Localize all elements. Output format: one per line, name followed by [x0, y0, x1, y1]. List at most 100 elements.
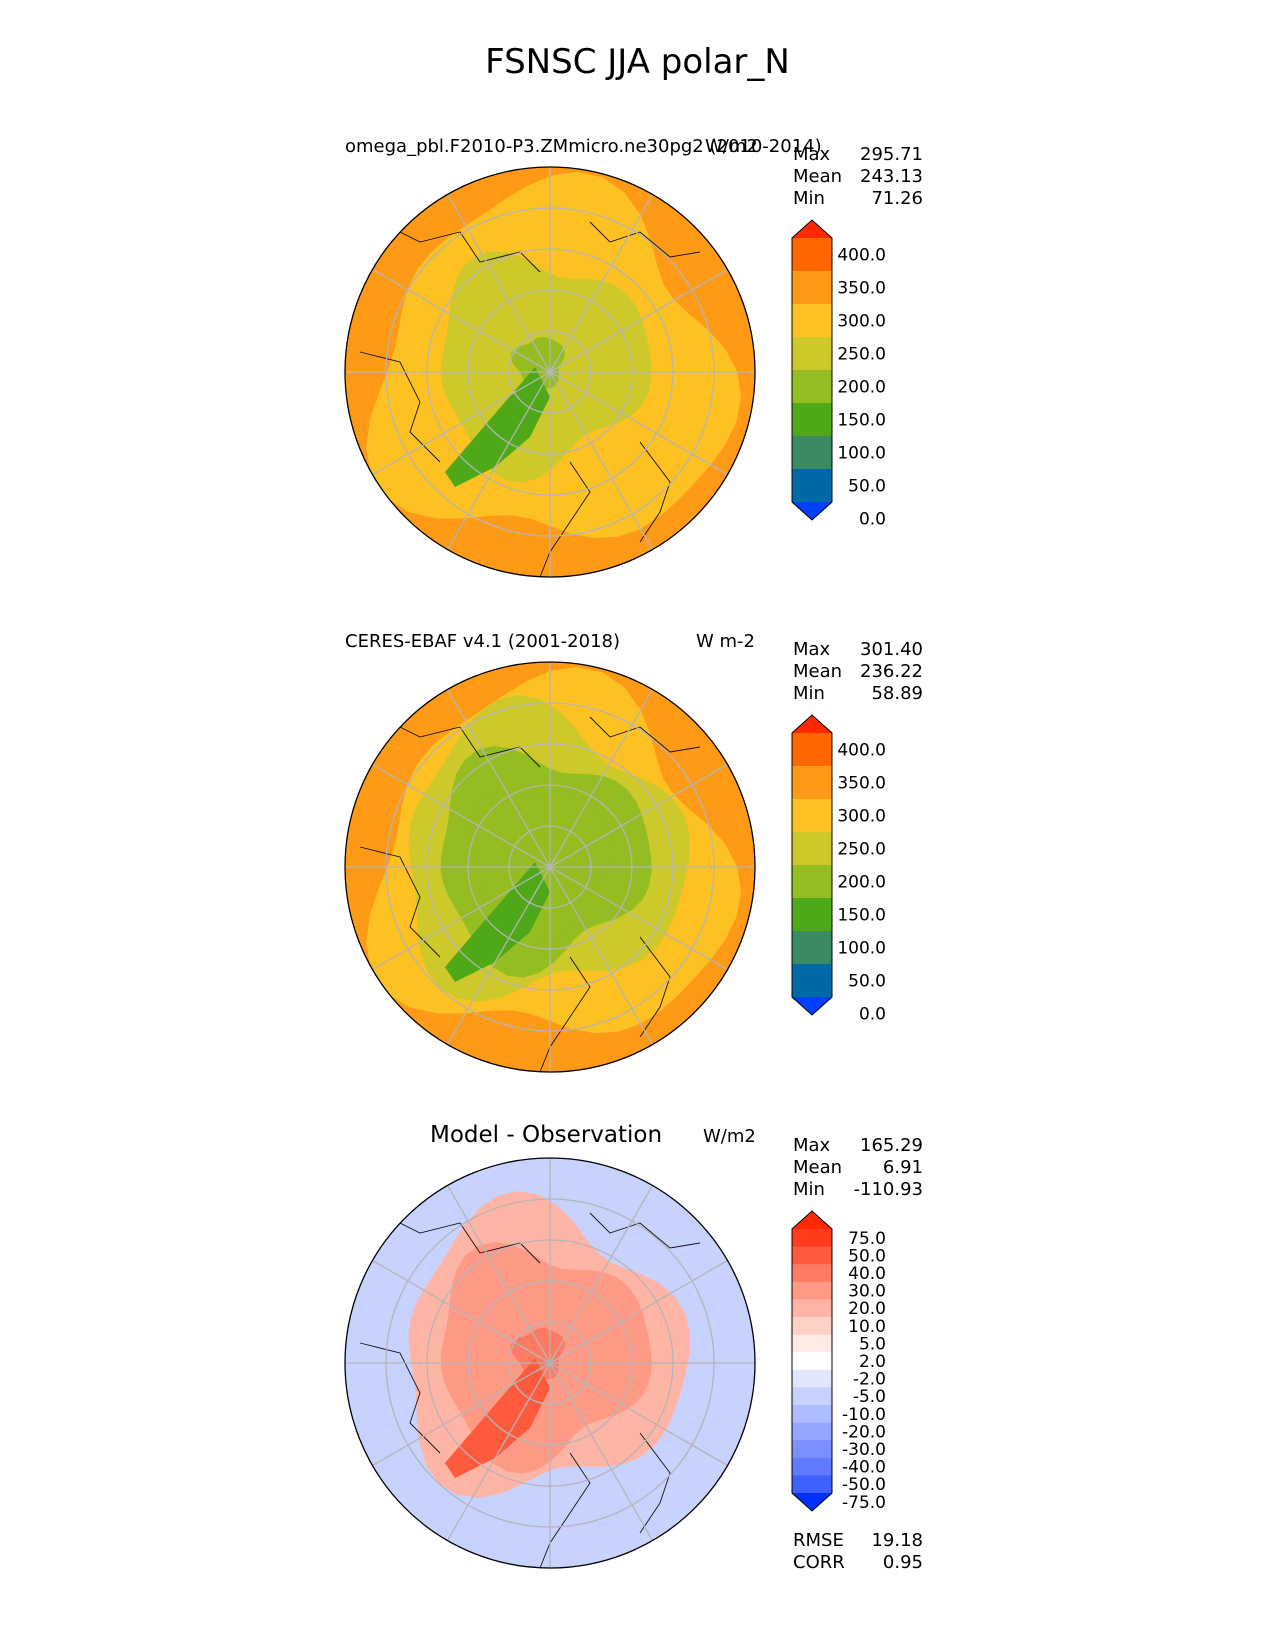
colorbar-tick-label: 100.0 [837, 939, 886, 959]
colorbar-segment [792, 1334, 832, 1353]
meridian-line [549, 1362, 728, 1467]
stat-label: Mean [793, 166, 843, 187]
meridian-line [549, 371, 728, 476]
panel-1-polar-map [344, 166, 756, 578]
meridian-line [549, 194, 654, 373]
colorbar-segment [792, 832, 832, 866]
meridian-line [549, 689, 654, 868]
metric-value: 0.95 [882, 1552, 923, 1573]
coastline [589, 716, 701, 753]
colorbar-tick-label: 40.0 [848, 1264, 886, 1284]
panel-1-stats: Max 295.71 Mean 243.13 Min 71.26 [793, 144, 923, 210]
coastline [639, 936, 671, 1038]
colorbar-tick-label: 50.0 [848, 972, 886, 992]
colorbar-tick-label: -10.0 [842, 1405, 886, 1425]
figure-title: FSNSC JJA polar_N [485, 42, 790, 82]
colorbar-outline [791, 219, 833, 521]
colorbar-tick-label: 400.0 [837, 246, 886, 266]
colorbar-tick-label: 300.0 [837, 807, 886, 827]
meridian-line [549, 1259, 728, 1364]
panel-2-polar-map [344, 661, 756, 1073]
meridian-line [446, 1362, 551, 1541]
colorbar-segment [792, 1246, 832, 1265]
coastline [539, 1452, 591, 1568]
colorbar-tick-label: -40.0 [842, 1458, 886, 1478]
meridian-line [372, 763, 551, 868]
colorbar-tick-label: 350.0 [837, 774, 886, 794]
stat-label: Min [793, 1179, 825, 1200]
stat-value: 295.71 [860, 144, 923, 165]
coastline [589, 1212, 701, 1249]
meridian-line [372, 866, 551, 971]
colorbar-tick-label: 250.0 [837, 345, 886, 365]
panel-2-stats: Max 301.40 Mean 236.22 Min 58.89 [793, 639, 923, 705]
panel-3-polar-map [344, 1157, 756, 1569]
colorbar-segment [792, 1457, 832, 1476]
panel-3-title: Model - Observation [430, 1122, 663, 1148]
coastline [539, 956, 591, 1072]
colorbar-segment [792, 931, 832, 965]
colorbar-tick-label: 0.0 [859, 510, 886, 530]
colorbar-underflow-tip [792, 997, 832, 1015]
colorbar-underflow-tip [792, 502, 832, 520]
colorbar-tick-label: 30.0 [848, 1282, 886, 1302]
colorbar-tick-label: 150.0 [837, 906, 886, 926]
meridian-line [446, 1185, 551, 1364]
colorbar-overflow-tip [792, 1211, 832, 1229]
coastline [379, 1212, 541, 1264]
colorbar-segment [792, 1352, 832, 1371]
colorbar-segment [792, 733, 832, 767]
meridian-line [372, 1259, 551, 1364]
metric-label: RMSE [793, 1530, 844, 1551]
colorbar-segment [792, 1405, 832, 1424]
stat-value: 243.13 [860, 166, 923, 187]
colorbar-tick-label: 50.0 [848, 477, 886, 497]
colorbar-tick-label: -30.0 [842, 1440, 886, 1460]
colorbar-segment [792, 799, 832, 833]
map-boundary [344, 661, 756, 1073]
colorbar-outline [791, 714, 833, 1016]
meridian-line [446, 371, 551, 550]
meridian-line [549, 371, 654, 550]
colorbar-segment [792, 964, 832, 998]
meridian-line [549, 1362, 654, 1541]
colorbar-segment [792, 370, 832, 404]
colorbar-tick-label: 20.0 [848, 1299, 886, 1319]
colorbar-segment [792, 898, 832, 932]
colorbar-segment [792, 865, 832, 899]
greenland-region [445, 862, 550, 982]
colorbar-tick-label: 150.0 [837, 411, 886, 431]
panel-1-colorbar: 400.0 350.0 300.0 250.0 200.0 150.0 100.0 50.0 0… [791, 219, 886, 530]
colorbar-tick-label: 10.0 [848, 1317, 886, 1337]
meridian-line [549, 1185, 654, 1364]
stat-value: 58.89 [871, 683, 923, 704]
stat-label: Mean [793, 1157, 843, 1178]
meridian-line [549, 268, 728, 373]
stat-label: Min [793, 188, 825, 209]
stat-label: Min [793, 683, 825, 704]
coastline [639, 441, 671, 543]
colorbar-tick-label: 5.0 [859, 1334, 886, 1354]
stat-label: Mean [793, 661, 843, 682]
meridian-line [372, 371, 551, 476]
colorbar-tick-label: -2.0 [853, 1370, 886, 1390]
colorbar-segment [792, 271, 832, 305]
colorbar-tick-label: 100.0 [837, 444, 886, 464]
colorbar-tick-label: -75.0 [842, 1493, 886, 1513]
panel-2-title: CERES-EBAF v4.1 (2001-2018) [345, 631, 621, 652]
colorbar-tick-label: 250.0 [837, 840, 886, 860]
metrics-block: RMSE 19.18 CORR 0.95 [793, 1530, 923, 1574]
stat-value: 71.26 [871, 188, 923, 209]
map-boundary [344, 1157, 756, 1569]
colorbar-segment [792, 1317, 832, 1336]
stat-label: Max [793, 1135, 831, 1156]
colorbar-segment [792, 436, 832, 470]
map-boundary [344, 166, 756, 578]
stat-value: 236.22 [860, 661, 923, 682]
stat-value: 165.29 [860, 1135, 923, 1156]
colorbar-segment [792, 1440, 832, 1459]
meridian-line [549, 866, 654, 1045]
colorbar-tick-label: 300.0 [837, 312, 886, 332]
coastline [589, 221, 701, 258]
coastline [379, 221, 541, 273]
